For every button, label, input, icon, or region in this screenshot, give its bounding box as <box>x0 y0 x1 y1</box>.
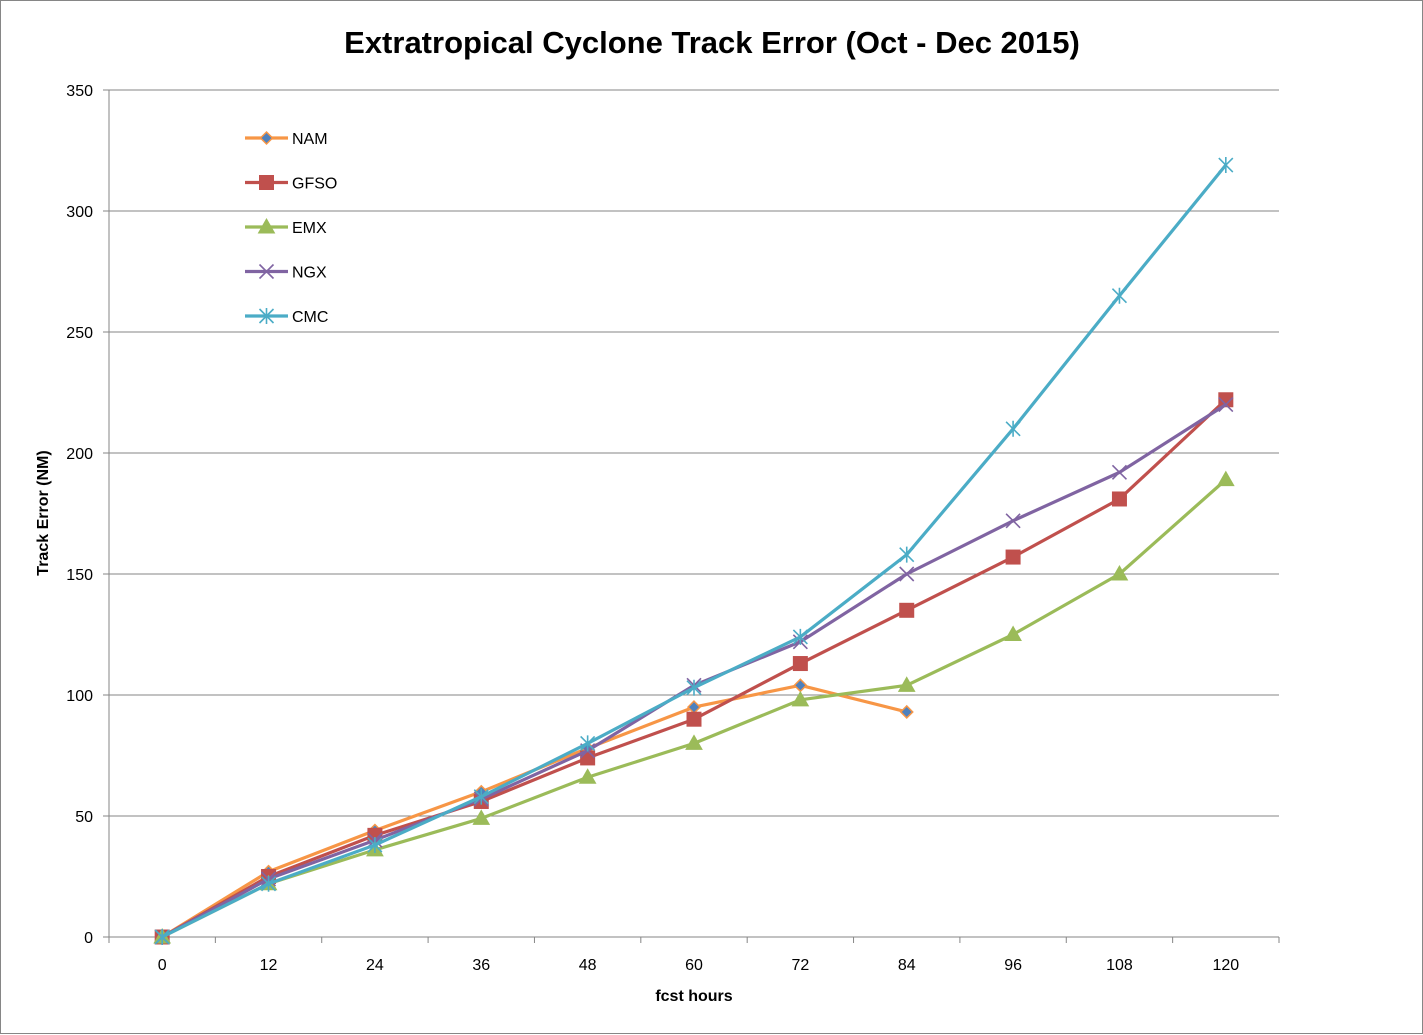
legend-label: CMC <box>292 309 328 326</box>
series-line-nam <box>161 683 908 939</box>
x-tick-label: 108 <box>1106 957 1133 974</box>
y-axis-title: Track Error (NM) <box>35 450 52 575</box>
legend-label: GFSO <box>292 176 337 193</box>
series-cmc <box>154 157 1234 945</box>
data-point-cmc <box>1218 157 1234 174</box>
series-line-gfso <box>161 398 1227 939</box>
data-point-nam <box>899 704 914 720</box>
legend-item-nam: NAM <box>245 130 328 148</box>
y-tick-label: 0 <box>84 930 93 947</box>
x-tick-label: 96 <box>1004 957 1022 974</box>
data-point-emx <box>1004 625 1022 641</box>
legend-item-cmc: CMC <box>245 308 328 326</box>
data-point-cmc <box>792 628 808 645</box>
data-point-gfso <box>1005 549 1021 565</box>
data-point-cmc <box>473 788 489 805</box>
legend-item-ngx: NGX <box>245 263 327 282</box>
data-point-emx <box>1110 564 1129 581</box>
legend-swatch-marker <box>257 217 276 234</box>
data-point-gfso <box>792 656 808 672</box>
data-point-emx <box>897 676 916 692</box>
x-axis-title: fcst hours <box>655 988 732 1005</box>
x-tick-label: 48 <box>579 957 597 974</box>
legend-label: NAM <box>292 131 328 148</box>
legend-label: EMX <box>292 220 327 237</box>
data-point-cmc <box>367 837 383 854</box>
data-point-ngx <box>1005 513 1021 529</box>
data-point-cmc <box>1111 287 1128 304</box>
y-tick-label: 250 <box>66 325 93 342</box>
axes <box>103 89 1280 943</box>
x-tick-label: 60 <box>685 957 703 974</box>
y-tick-label: 50 <box>75 809 93 826</box>
data-point-nam <box>686 700 702 715</box>
y-tick-label: 300 <box>66 204 93 221</box>
data-point-cmc <box>154 929 170 945</box>
y-tick-label: 100 <box>66 688 93 705</box>
data-point-nam <box>793 678 808 693</box>
chart-title: Extratropical Cyclone Track Error (Oct -… <box>344 25 1080 60</box>
x-tick-label: 12 <box>260 957 278 974</box>
data-point-cmc <box>686 679 702 696</box>
y-tick-labels: 0 50 100 150 200 250 300 350 <box>66 83 93 947</box>
legend-item-emx: EMX <box>245 217 327 237</box>
legend: NAM GFSO EMX NGX CMC <box>245 130 337 326</box>
series <box>153 157 1235 945</box>
x-tick-label: 84 <box>898 957 916 974</box>
legend-swatch-marker <box>259 175 274 190</box>
gridlines <box>109 89 1279 817</box>
data-point-emx <box>472 809 491 825</box>
series-ngx <box>154 397 1234 945</box>
legend-label: NGX <box>292 265 327 282</box>
x-tick-labels: 0 12 24 36 48 60 72 84 96 108 120 <box>158 957 1240 974</box>
x-tick-label: 120 <box>1212 957 1239 974</box>
x-tick-label: 0 <box>158 957 167 974</box>
legend-swatch-marker <box>258 263 275 280</box>
x-tick-label: 72 <box>791 957 809 974</box>
data-point-cmc <box>580 735 596 752</box>
data-point-gfso <box>1218 392 1234 408</box>
data-point-emx <box>791 690 810 707</box>
legend-swatch-marker <box>259 130 274 146</box>
data-point-gfso <box>686 711 702 727</box>
legend-swatch-marker <box>258 308 275 324</box>
data-point-cmc <box>1005 420 1021 437</box>
data-point-ngx <box>1218 397 1234 413</box>
data-point-emx <box>578 768 597 784</box>
y-tick-label: 350 <box>66 83 93 100</box>
y-tick-label: 150 <box>66 567 93 584</box>
x-tick-label: 24 <box>366 957 384 974</box>
y-tick-label: 200 <box>66 446 93 463</box>
series-gfso <box>154 392 1234 945</box>
data-point-gfso <box>899 602 915 618</box>
series-nam <box>155 678 914 945</box>
data-point-emx <box>1216 470 1235 487</box>
data-point-ngx <box>1111 464 1128 480</box>
x-tick-label: 36 <box>472 957 490 974</box>
legend-item-gfso: GFSO <box>245 175 337 193</box>
data-point-cmc <box>260 875 277 892</box>
data-point-emx <box>685 734 703 750</box>
data-point-gfso <box>1111 491 1127 507</box>
data-point-cmc <box>899 546 915 563</box>
data-point-ngx <box>899 566 915 582</box>
